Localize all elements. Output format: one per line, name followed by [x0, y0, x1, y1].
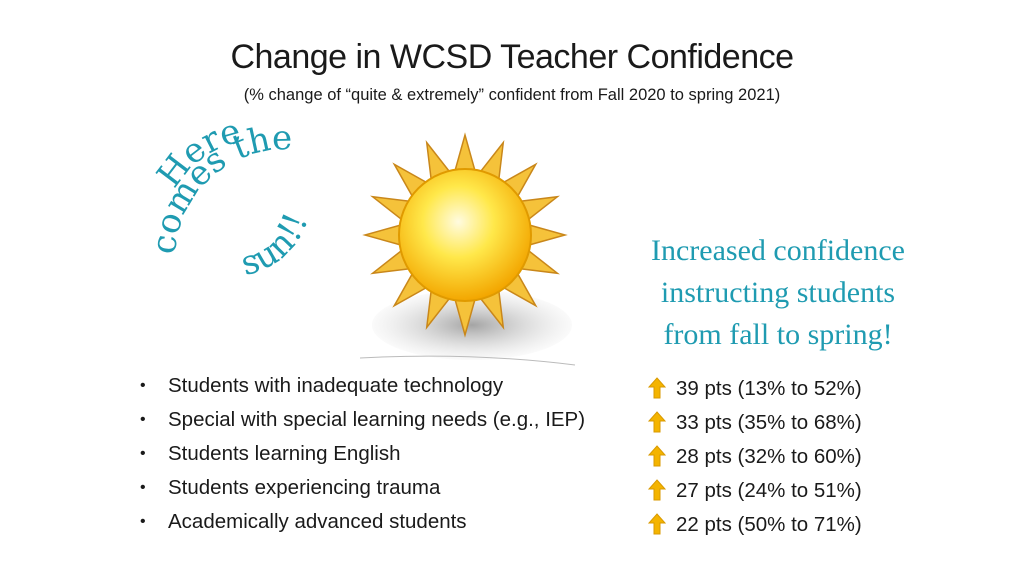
list-item-label: Academically advanced students — [168, 510, 467, 533]
sun-caption-line3: sun!! — [236, 208, 316, 284]
points-item: 27 pts (24% to 51%) — [648, 474, 862, 508]
sun-caption: Here comes the sun!! — [150, 111, 317, 284]
page-subtitle: (% change of “quite & extremely” confide… — [243, 86, 781, 104]
list-item: • Academically advanced students — [140, 506, 585, 540]
page-title: Change in WCSD Teacher Confidence — [230, 38, 794, 76]
confidence-line1: Increased confidence — [650, 234, 905, 267]
points-value: 39 pts (13% to 52%) — [676, 377, 862, 400]
points-item: 39 pts (13% to 52%) — [648, 372, 862, 406]
confidence-callout: Increased confidence instructing student… — [598, 230, 958, 356]
points-value: 22 pts (50% to 71%) — [676, 513, 862, 536]
list-item: • Students experiencing trauma — [140, 472, 585, 506]
bullet-icon: • — [140, 411, 146, 428]
points-item: 22 pts (50% to 71%) — [648, 508, 862, 542]
list-item-label: Students experiencing trauma — [168, 476, 441, 499]
points-item: 28 pts (32% to 60%) — [648, 440, 862, 474]
points-value: 28 pts (32% to 60%) — [676, 445, 862, 468]
points-item: 33 pts (35% to 68%) — [648, 406, 862, 440]
student-group-list: • Students with inadequate technology • Sp… — [140, 370, 585, 540]
up-arrow-icon — [648, 411, 666, 433]
list-item: • Special with special learning needs (e.… — [140, 404, 585, 438]
points-change-list: 39 pts (13% to 52%) 33 pts (35% to 68%) … — [648, 372, 862, 542]
bullet-icon: • — [140, 513, 146, 530]
list-item: • Students learning English — [140, 438, 585, 472]
list-item: • Students with inadequate technology — [140, 370, 585, 404]
points-value: 33 pts (35% to 68%) — [676, 411, 862, 434]
bullet-icon: • — [140, 445, 146, 462]
up-arrow-icon — [648, 377, 666, 399]
up-arrow-icon — [648, 513, 666, 535]
list-item-label: Students with inadequate technology — [168, 374, 504, 397]
confidence-line3: from fall to spring! — [663, 318, 893, 351]
up-arrow-icon — [648, 479, 666, 501]
bullet-icon: • — [140, 479, 146, 496]
bullet-icon: • — [140, 377, 146, 394]
list-item-label: Students learning English — [168, 442, 401, 465]
sun-icon — [360, 132, 576, 366]
points-value: 27 pts (24% to 51%) — [676, 479, 862, 502]
up-arrow-icon — [648, 445, 666, 467]
list-item-label: Special with special learning needs (e.g… — [168, 408, 586, 431]
confidence-line2: instructing students — [660, 276, 896, 309]
